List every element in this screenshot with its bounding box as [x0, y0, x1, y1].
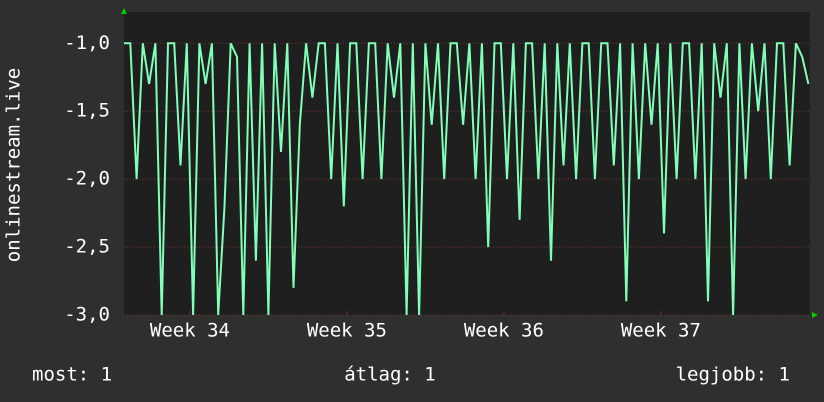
y-tick-label: -2,5	[64, 236, 110, 258]
data-line	[124, 42, 810, 316]
x-tick-label: Week 36	[464, 320, 544, 342]
legend-now: most: 1	[32, 364, 112, 386]
x-tick-label: Week 35	[307, 320, 387, 342]
x-arrow	[812, 312, 818, 318]
y-tick-label: -3,0	[64, 304, 110, 326]
y-tick-label: -2,0	[64, 168, 110, 190]
y-axis-label: onlinestream.live	[3, 68, 25, 262]
y-tick-label: -1,0	[64, 32, 110, 54]
y-tick-label: -1,5	[64, 100, 110, 122]
legend-best: legjobb: 1	[676, 364, 790, 386]
x-tick-label: Week 34	[150, 320, 230, 342]
x-tick-label: Week 37	[621, 320, 701, 342]
y-arrow	[121, 8, 127, 14]
legend-average: átlag: 1	[344, 364, 436, 386]
